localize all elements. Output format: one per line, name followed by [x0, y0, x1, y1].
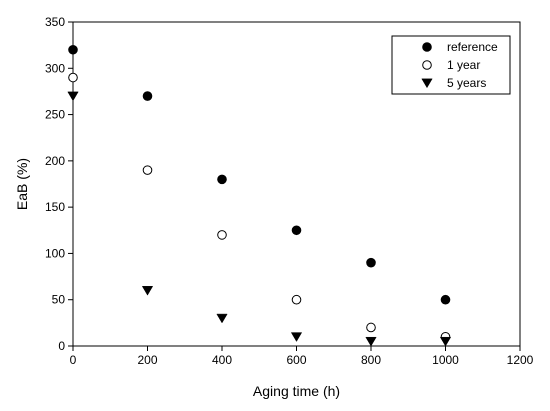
y-tick-label: 50	[52, 293, 66, 307]
x-tick-label: 600	[286, 353, 306, 367]
x-tick-label: 800	[361, 353, 381, 367]
x-tick-label: 1000	[432, 353, 459, 367]
data-point-5-years	[216, 313, 228, 324]
legend-label-reference: reference	[447, 40, 498, 54]
legend: reference 1 year 5 years	[391, 35, 511, 95]
data-point-5-years	[439, 336, 452, 347]
data-point-reference	[217, 174, 227, 185]
x-axis-title: Aging time (h)	[253, 383, 340, 399]
data-point-1-year	[291, 294, 302, 305]
data-point-5-years	[290, 332, 303, 342]
y-axis-title: EaB (%)	[14, 158, 30, 210]
legend-marker-5-years	[421, 78, 433, 89]
x-tick-label: 0	[70, 353, 77, 367]
data-point-5-years	[141, 286, 154, 296]
data-point-reference	[291, 225, 302, 236]
data-point-1-year	[217, 230, 227, 240]
y-axis-ticks: 0 50 100 150 200 250 300 350	[45, 15, 73, 353]
y-tick-label: 0	[58, 339, 65, 353]
y-tick-label: 300	[45, 61, 65, 75]
x-tick-label: 1200	[507, 353, 534, 367]
data-point-1-year	[68, 72, 78, 83]
data-point-5-years	[365, 336, 377, 347]
x-tick-label: 200	[137, 353, 157, 367]
legend-marker-reference	[422, 42, 432, 52]
y-tick-label: 350	[45, 15, 65, 29]
data-point-5-years	[67, 91, 79, 102]
legend-label-5-years: 5 years	[447, 76, 486, 90]
data-point-reference	[440, 294, 451, 305]
legend-label-1-year: 1 year	[447, 58, 480, 72]
legend-marker-1-year	[422, 60, 432, 70]
x-axis-ticks: 0 200 400 600 800 1000 1200	[70, 346, 534, 367]
data-point-reference	[68, 44, 78, 55]
series-reference	[68, 44, 451, 305]
data-point-1-year	[142, 165, 153, 175]
data-point-reference	[366, 257, 376, 268]
legend-box	[391, 35, 511, 95]
y-tick-label: 200	[45, 154, 65, 168]
x-tick-label: 400	[212, 353, 232, 367]
series-1-year	[68, 72, 451, 342]
data-points	[67, 44, 452, 347]
y-tick-label: 150	[45, 200, 65, 214]
series-5-years	[67, 91, 452, 347]
y-tick-label: 100	[45, 246, 65, 260]
data-point-reference	[142, 91, 153, 101]
data-point-1-year	[366, 322, 376, 333]
y-tick-label: 250	[45, 108, 65, 122]
